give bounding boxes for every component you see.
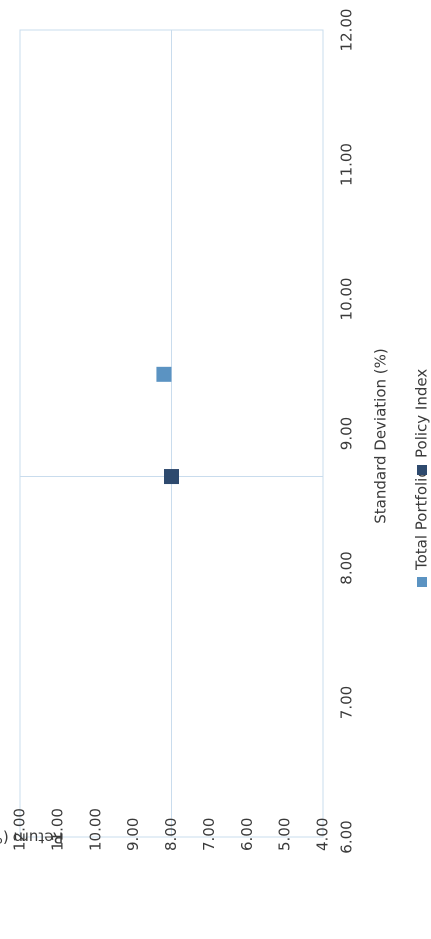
x-tick-label: 8.00 <box>338 551 356 584</box>
y-tick-label: 10.00 <box>86 808 104 851</box>
y-tick-label: 4.00 <box>314 818 332 851</box>
x-tick-label: 6.00 <box>338 820 356 853</box>
legend: Total Portfolio Policy Index <box>413 369 431 587</box>
x-tick-label: 7.00 <box>338 686 356 719</box>
y-axis-ticks: 4.00 5.00 6.00 7.00 8.00 9.00 10.00 11.00 12.00 <box>11 808 332 851</box>
legend-label-total-portfolio: Total Portfolio <box>413 468 431 571</box>
point-policy-index <box>164 469 179 485</box>
x-tick-label: 9.00 <box>338 417 356 450</box>
y-axis-title: Return (%) <box>0 829 63 847</box>
y-tick-label: 5.00 <box>276 818 294 851</box>
x-axis-ticks: 6.00 7.00 8.00 9.00 10.00 11.00 12.00 <box>338 9 356 854</box>
y-tick-label: 9.00 <box>124 818 142 851</box>
data-points <box>156 366 179 485</box>
legend-label-policy-index: Policy Index <box>413 369 431 458</box>
legend-swatch-policy-index <box>417 465 427 475</box>
y-tick-label: 11.00 <box>48 808 66 851</box>
y-tick-label: 12.00 <box>11 808 29 851</box>
x-tick-label: 11.00 <box>338 143 356 186</box>
legend-swatch-total-portfolio <box>417 577 427 587</box>
y-tick-label: 8.00 <box>162 818 180 851</box>
x-tick-label: 12.00 <box>338 9 356 52</box>
y-tick-label: 6.00 <box>238 818 256 851</box>
reference-lines <box>20 30 323 837</box>
y-tick-label: 7.00 <box>200 818 218 851</box>
point-total-portfolio <box>156 366 172 382</box>
x-tick-label: 10.00 <box>338 278 356 321</box>
x-axis-title: Standard Deviation (%) <box>372 348 390 523</box>
